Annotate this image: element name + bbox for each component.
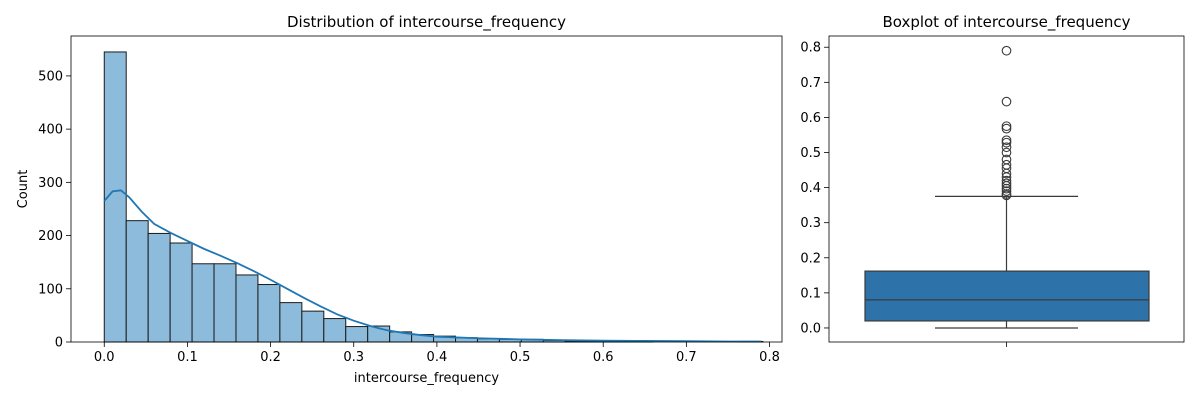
histogram-chart: Distribution of intercourse_frequency 0.… (16, 13, 783, 386)
histogram-x-tick-label: 0.4 (427, 350, 448, 365)
boxplot-outlier (1001, 159, 1012, 170)
histogram-bar (345, 326, 369, 343)
histogram-bar (213, 263, 237, 343)
boxplot-y-tick-label: 0.3 (800, 216, 821, 231)
boxplot-outlier (1001, 135, 1012, 146)
histogram-frame (70, 35, 783, 343)
histogram-y-tick-label: 100 (38, 282, 63, 297)
histogram-x-tick-label: 0.7 (676, 350, 697, 365)
boxplot-y-tick-label: 0.2 (800, 251, 821, 266)
histogram-bars (103, 51, 764, 343)
histogram-x-tick-label: 0.5 (510, 350, 531, 365)
histogram-y-ticks: 0 100 200 300 400 500 (38, 69, 71, 351)
boxplot-title: Boxplot of intercourse_frequency (882, 13, 1130, 32)
histogram-x-ticks: 0.0 0.1 0.2 0.3 0.4 0.5 0.6 0.7 0.8 (94, 342, 780, 365)
boxplot-y-tick-label: 0.1 (800, 286, 821, 301)
histogram-bar (301, 310, 325, 343)
boxplot-chart: Boxplot of intercourse_frequency 0.00.10… (800, 13, 1185, 347)
histogram-x-tick-label: 0.0 (94, 350, 115, 365)
histogram-y-axis-label: Count (16, 170, 31, 209)
histogram-x-tick-label: 0.2 (260, 350, 281, 365)
histogram-x-axis-label: intercourse_frequency (354, 371, 499, 386)
histogram-bar (147, 232, 171, 343)
boxplot-y-tick-label: 0.5 (800, 146, 821, 161)
boxplot-outlier (1001, 175, 1012, 186)
boxplot-outlier (1001, 186, 1012, 196)
histogram-y-tick-label: 300 (38, 176, 63, 191)
boxplot-outlier (1001, 147, 1012, 158)
histogram-y-tick-label: 0 (55, 336, 63, 351)
boxplot-body (864, 195, 1150, 329)
histogram-bar (323, 318, 347, 343)
histogram-bar (169, 242, 193, 343)
boxplot-y-tick-label: 0.0 (800, 321, 821, 336)
histogram-x-tick-label: 0.6 (593, 350, 614, 365)
boxplot-outlier (1001, 96, 1012, 107)
histogram-bar (235, 274, 259, 343)
histogram-bar (279, 302, 303, 343)
histogram-bar (125, 220, 149, 343)
kde-line (103, 189, 762, 343)
boxplot-outlier (1001, 178, 1012, 189)
histogram-y-tick-label: 400 (38, 123, 63, 138)
boxplot-outlier (1001, 142, 1012, 153)
boxplot-box (864, 270, 1150, 322)
boxplot-outlier (1001, 137, 1012, 148)
boxplot-y-tick-label: 0.4 (800, 181, 821, 196)
histogram-x-tick-label: 0.3 (343, 350, 364, 365)
histogram-x-tick-label: 0.1 (177, 350, 198, 365)
boxplot-y-tick-label: 0.7 (800, 76, 821, 91)
histogram-y-tick-label: 200 (38, 229, 63, 244)
histogram-x-tick-label: 0.8 (759, 350, 780, 365)
boxplot-y-tick-label: 0.8 (800, 41, 821, 56)
boxplot-outlier (1001, 123, 1012, 134)
histogram-bar (257, 284, 281, 343)
boxplot-outlier (1001, 121, 1012, 132)
boxplot-y-tick-label: 0.6 (800, 111, 821, 126)
histogram-bar (191, 263, 215, 343)
boxplot-outliers (1001, 45, 1012, 201)
boxplot-outlier (1001, 45, 1012, 56)
boxplot-outlier (1001, 154, 1012, 165)
boxplot-y-ticks: 0.0 0.1 0.2 0.3 0.4 0.5 0.6 0.7 0.8 (800, 41, 829, 336)
histogram-title: Distribution of intercourse_frequency (287, 13, 566, 32)
histogram-y-tick-label: 500 (38, 69, 63, 84)
